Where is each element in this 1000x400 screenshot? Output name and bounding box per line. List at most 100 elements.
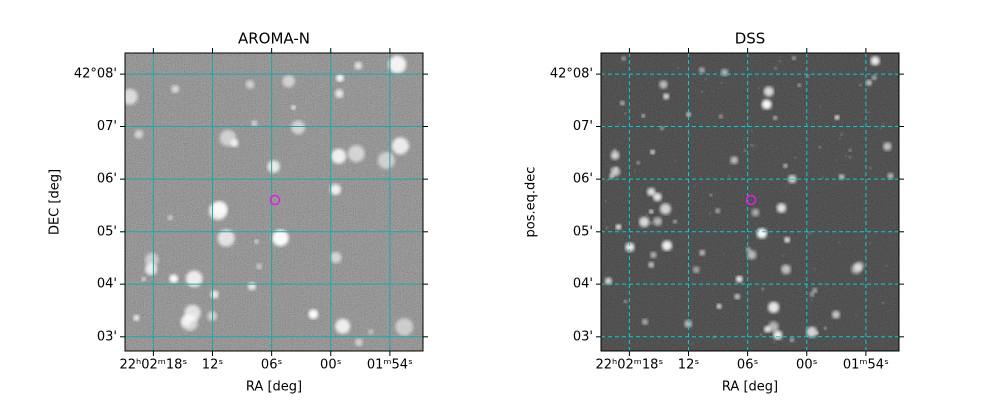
star [213,201,228,216]
star [167,214,173,221]
image-noise [125,53,423,351]
sky-image [601,53,899,351]
star [699,250,705,256]
star [716,303,722,309]
star [734,293,741,300]
star [730,156,739,165]
star [641,114,645,118]
star [776,203,787,213]
star [835,158,838,161]
y-tick-label: 05' [97,224,117,239]
star [649,209,654,214]
y-tick-label: 03' [97,329,117,344]
star [694,185,696,187]
star [659,80,668,89]
axes-frame [124,52,424,352]
star [812,328,814,330]
star [615,167,618,170]
star [838,241,841,243]
star [688,133,690,136]
star [247,282,257,291]
star [794,156,797,159]
star [133,314,140,322]
x-tick-label: 06ˢ [737,358,759,373]
y-axis-label: DEC [deg] [48,169,63,235]
star [660,126,664,130]
star [335,318,351,334]
star [742,138,745,141]
star [783,163,788,168]
x-tick-label: 00ˢ [796,358,818,373]
star [291,120,306,135]
star [775,205,778,208]
star [870,56,880,66]
star [813,268,816,270]
star [759,333,763,336]
star [634,169,636,172]
star [245,80,255,89]
star [756,228,768,239]
star [267,160,280,173]
star [620,100,625,106]
axes-frame [600,52,900,352]
star [272,229,289,247]
star [701,90,704,93]
star [610,166,621,177]
star [604,277,612,285]
star [844,155,847,157]
star [254,239,259,244]
star [613,148,617,153]
chart-title: DSS [735,30,766,48]
x-tick-label: 22ʰ02ᵐ18ˢ [595,358,663,373]
star [720,68,729,77]
star [718,114,723,119]
y-tick-label: 03' [573,329,593,344]
star [723,253,726,255]
star [652,192,662,202]
star [728,175,731,178]
star [636,161,640,165]
star [641,318,648,325]
star [869,166,872,169]
star [768,321,779,333]
y-tick-label: 07' [97,119,117,134]
star [650,149,655,155]
star [840,133,843,136]
x-tick-label: 06ˢ [261,358,283,373]
star [646,214,648,216]
star [882,124,885,126]
star [391,137,409,155]
star [650,251,657,259]
star [720,82,723,85]
star [618,123,621,126]
star [773,330,783,340]
star [347,145,365,163]
star [354,61,363,70]
star [751,208,760,217]
star [334,89,344,98]
star [699,67,705,73]
star [395,318,414,336]
x-tick-label: 01ᵐ54ˢ [843,358,889,373]
target-marker [745,194,757,206]
star [867,111,869,113]
x-tick-label: 12ˢ [202,358,224,373]
star [887,172,894,179]
star [615,224,622,230]
star [691,342,694,345]
x-axis-label: RA [deg] [722,380,778,395]
star [684,320,693,328]
star [811,299,813,301]
y-tick-label: 42°08' [74,67,117,82]
star [782,254,785,257]
star [251,120,258,127]
star [145,263,158,276]
x-axis-label: RA [deg] [246,380,302,395]
star [282,74,295,88]
star [779,59,782,62]
star [184,304,201,322]
star [885,264,887,267]
star [792,56,796,61]
y-axis-label: pos.eq.dec [524,167,539,238]
